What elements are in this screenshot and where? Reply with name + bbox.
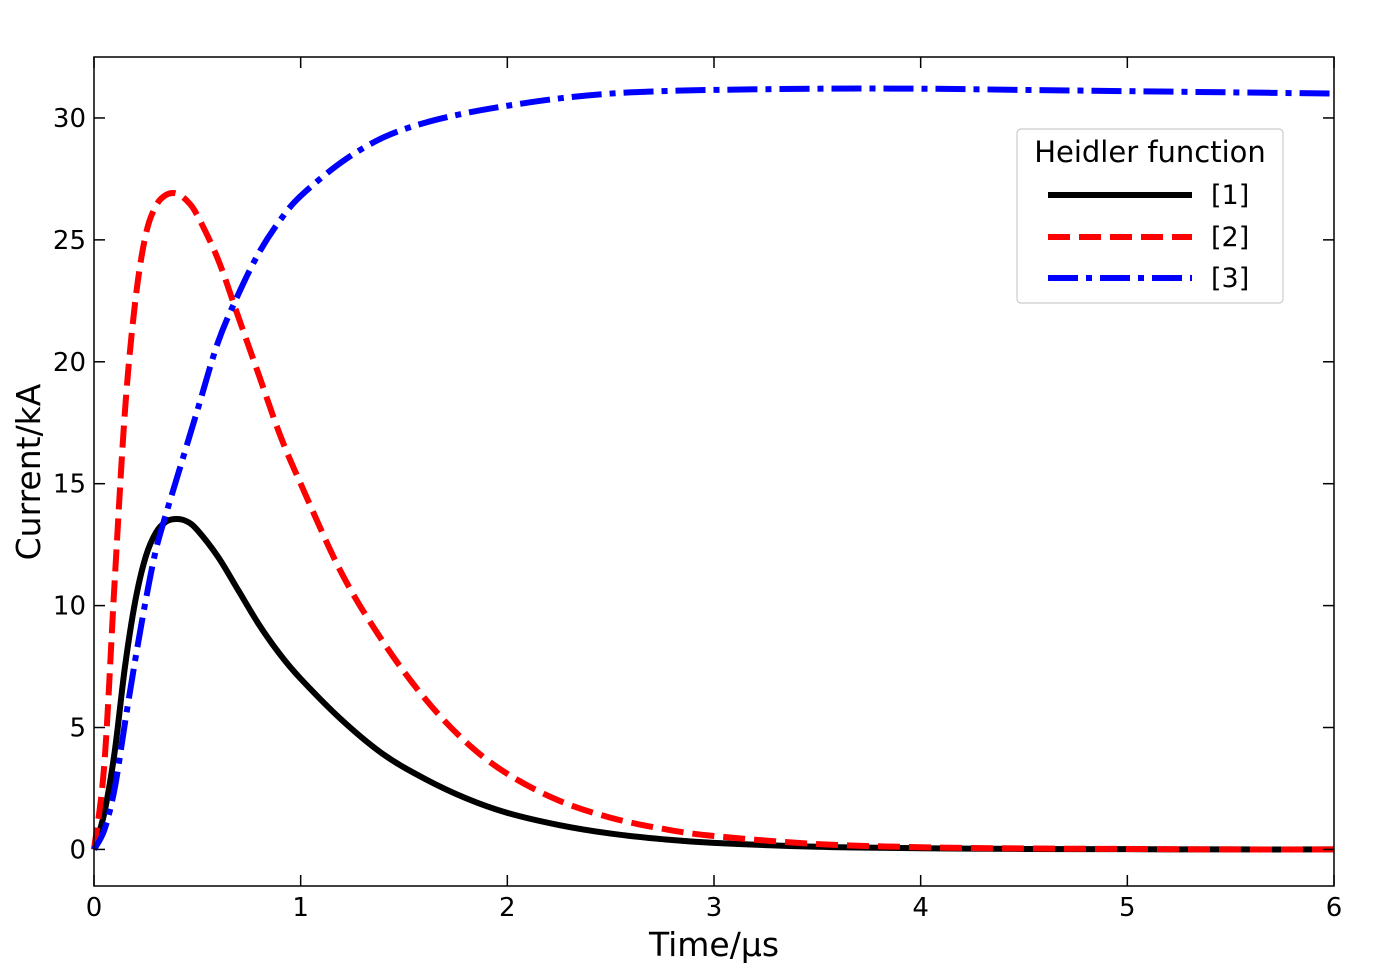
series-layer xyxy=(91,85,1335,853)
x-tick-label: 0 xyxy=(86,893,103,923)
x-axis-label: Time/μs xyxy=(648,925,779,964)
y-tick-label: 25 xyxy=(53,226,86,256)
y-tick-label: 5 xyxy=(69,714,86,744)
y-tick-label: 10 xyxy=(53,592,86,622)
x-tick-label: 6 xyxy=(1326,893,1343,923)
y-tick-label: 15 xyxy=(53,470,86,500)
legend-label-2: [2] xyxy=(1211,222,1249,253)
x-tick-label: 4 xyxy=(912,893,929,923)
x-tick-label: 3 xyxy=(706,893,723,923)
x-tick-label: 2 xyxy=(499,893,516,923)
legend-label-1: [1] xyxy=(1211,180,1249,211)
y-axis-label: Current/kA xyxy=(9,383,48,560)
y-tick-label: 20 xyxy=(53,348,86,378)
legend-label-3: [3] xyxy=(1211,263,1249,294)
x-tick-label: 5 xyxy=(1119,893,1136,923)
y-tick-label: 30 xyxy=(53,104,86,134)
y-tick-label: 0 xyxy=(69,835,86,865)
legend: Heidler function [1] [2] [3] xyxy=(1016,128,1284,304)
legend-title: Heidler function xyxy=(1034,135,1266,169)
legend-box xyxy=(1016,128,1284,304)
tick-layer: 0 1 2 3 4 5 6 0 5 10 15 20 25 30 xyxy=(53,57,1342,923)
series-line-2 xyxy=(91,189,1335,853)
x-tick-label: 1 xyxy=(292,893,309,923)
series-line-3 xyxy=(91,85,1335,851)
series-line-1 xyxy=(91,516,1335,853)
